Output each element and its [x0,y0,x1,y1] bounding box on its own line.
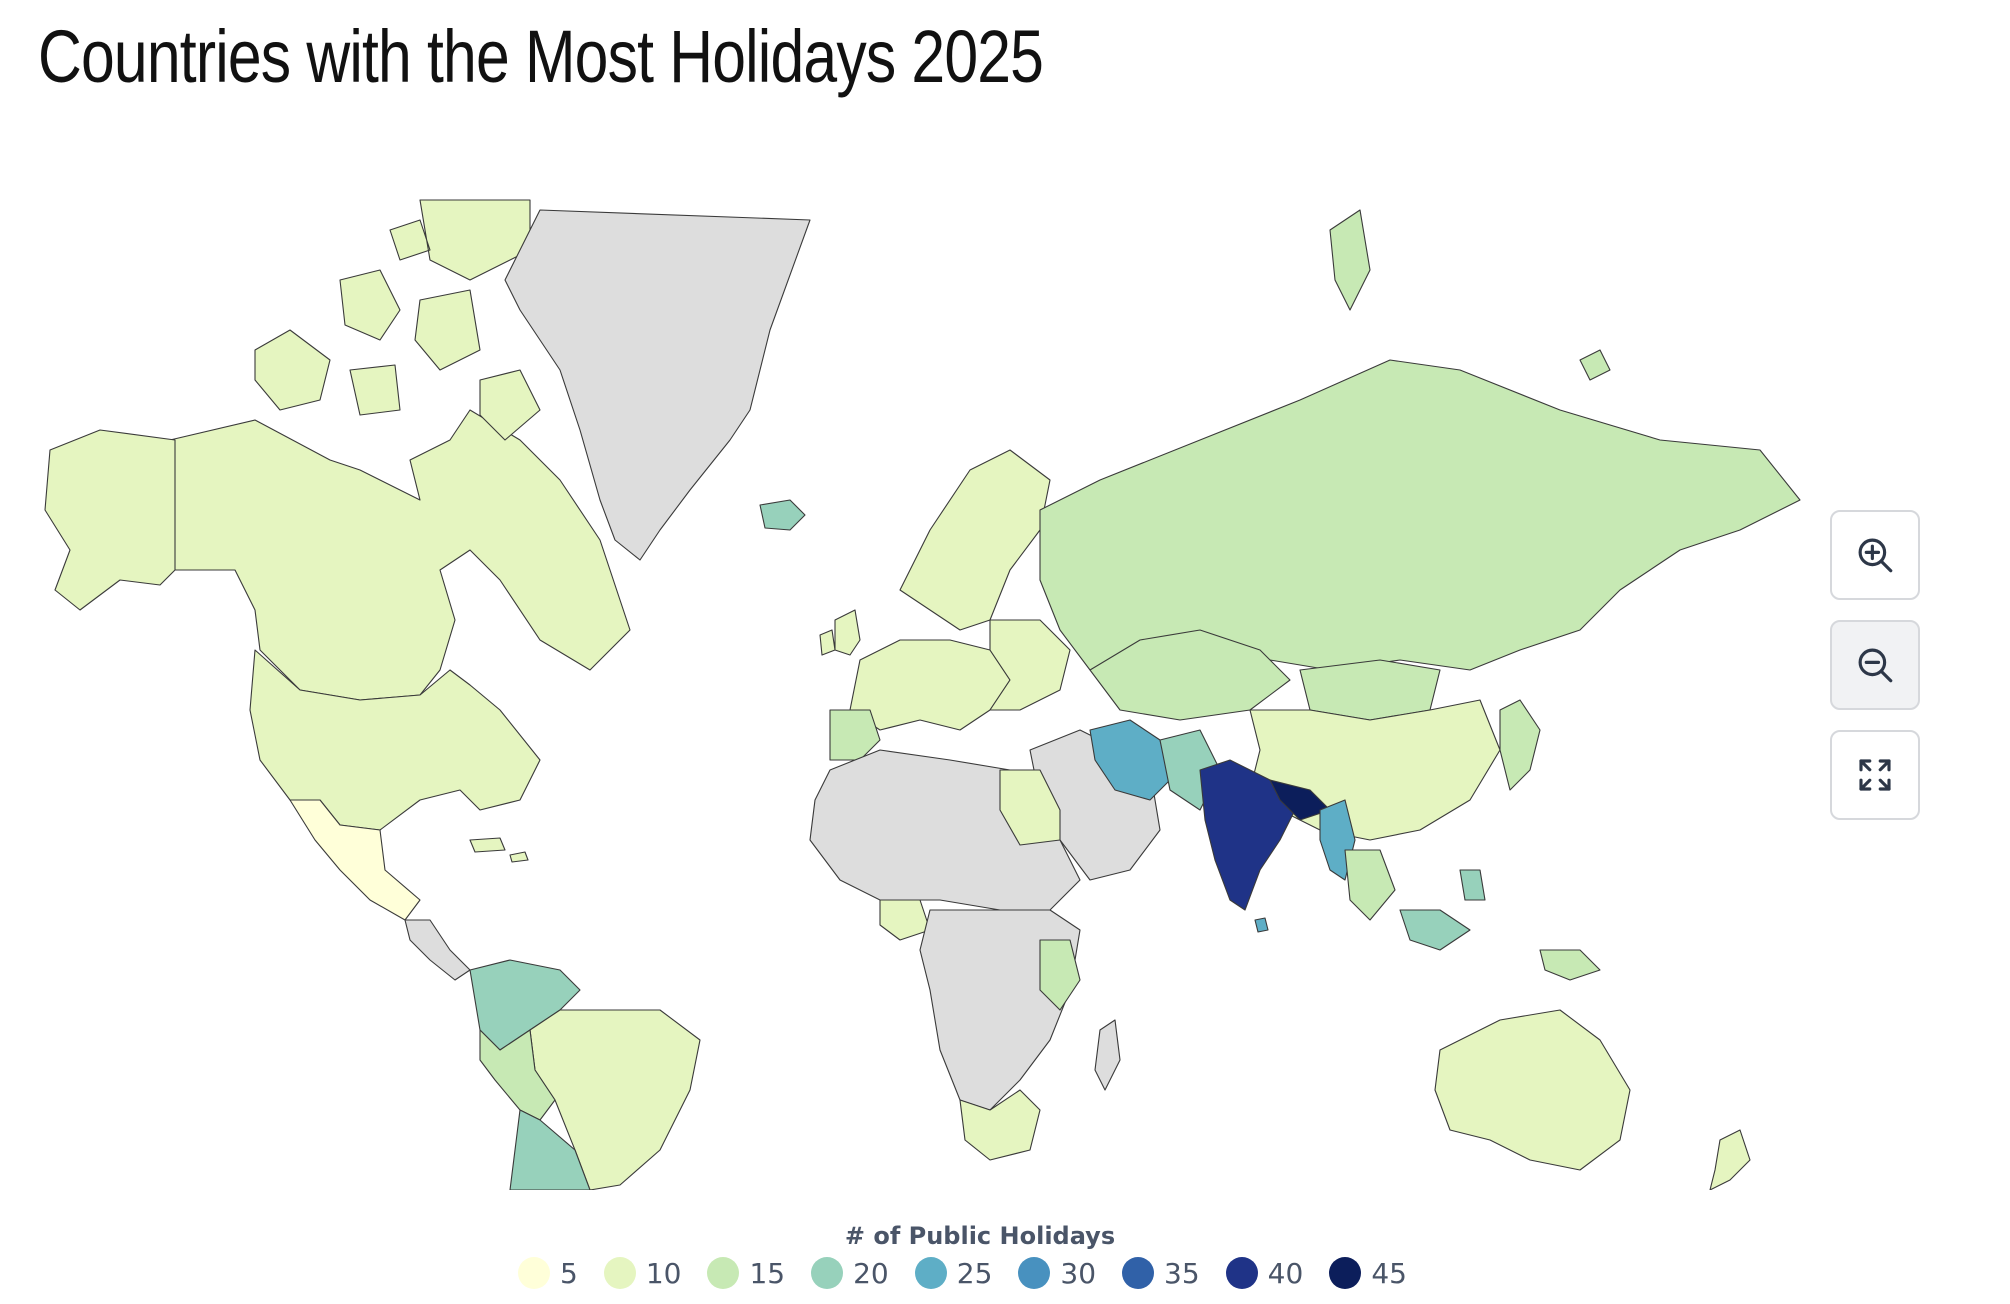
iran[interactable] [1089,719,1171,801]
legend-swatch [707,1257,740,1289]
uk-ireland[interactable] [819,609,861,656]
legend-label: 30 [1060,1256,1097,1290]
alaska[interactable] [44,429,176,611]
legend-label: 20 [853,1256,889,1290]
legend-swatch [1018,1257,1051,1289]
map-title: Countries with the Most Holidays 2025 [38,15,1044,98]
legend-swatch [1225,1257,1258,1289]
fullscreen-icon [1859,759,1891,791]
arctic-islands[interactable] [254,199,541,441]
legend-swatch [811,1257,844,1289]
greenland[interactable] [504,209,811,561]
iberia[interactable] [829,709,881,761]
zoom-out-icon [1858,648,1893,683]
legend-label: 40 [1267,1256,1304,1290]
fullscreen-button[interactable] [1830,730,1920,820]
papua[interactable] [1539,949,1601,981]
zoom-in-button[interactable] [1830,510,1920,600]
legend-label: 15 [749,1256,786,1290]
nepal-bangladesh[interactable] [1269,779,1331,821]
canada[interactable] [169,409,631,701]
southern-africa[interactable] [959,1089,1041,1161]
legend: 5 10 15 20 25 30 35 40 45 [518,1253,1433,1293]
legend-item[interactable]: 30 [1018,1257,1096,1290]
western-europe[interactable] [849,639,1011,731]
legend-swatch [1122,1257,1155,1289]
legend-label: 5 [560,1256,578,1290]
legend-swatch [603,1257,636,1289]
southeast-asia[interactable] [1344,849,1396,921]
legend-label: 25 [956,1256,993,1290]
legend-label: 45 [1371,1256,1407,1290]
world-map[interactable] [0,110,1880,1190]
caribbean[interactable] [469,837,529,863]
legend-item[interactable]: 25 [914,1256,993,1290]
legend-item[interactable]: 35 [1122,1257,1200,1290]
zoom-in-icon [1858,538,1893,573]
mexico[interactable] [289,799,421,921]
legend-item[interactable]: 10 [603,1256,682,1290]
east-africa[interactable] [1039,939,1081,1011]
legend-title: # of Public Holidays [844,1222,1116,1250]
legend-label: 35 [1164,1256,1200,1290]
iceland[interactable] [759,499,806,531]
legend-item[interactable]: 5 [518,1257,578,1290]
legend-swatch [518,1257,550,1289]
siberian-islands[interactable] [1329,209,1611,381]
madagascar[interactable] [1094,1019,1121,1091]
egypt[interactable] [999,769,1061,846]
kazakhstan[interactable] [1089,629,1291,721]
india[interactable] [1199,759,1301,911]
legend-swatch [914,1257,947,1289]
korea-japan[interactable] [1499,699,1541,791]
sri-lanka[interactable] [1254,917,1269,933]
indonesia-philippines[interactable] [1399,869,1486,951]
australia[interactable] [1434,1009,1631,1171]
new-zealand[interactable] [1709,1129,1751,1190]
peru-bolivia[interactable] [479,1029,556,1121]
zoom-out-button[interactable] [1830,620,1920,710]
scandinavia[interactable] [899,449,1051,631]
legend-label: 10 [645,1256,682,1290]
legend-item[interactable]: 40 [1225,1256,1304,1290]
legend-item[interactable]: 20 [811,1257,889,1290]
legend-swatch [1329,1257,1362,1289]
argentina-chile[interactable] [509,1109,591,1190]
legend-item[interactable]: 15 [707,1257,785,1290]
central-america[interactable] [404,919,471,981]
mongolia[interactable] [1299,659,1441,721]
eastern-europe[interactable] [989,619,1071,711]
legend-item[interactable]: 45 [1329,1257,1407,1290]
west-africa-nigeria[interactable] [879,899,931,941]
